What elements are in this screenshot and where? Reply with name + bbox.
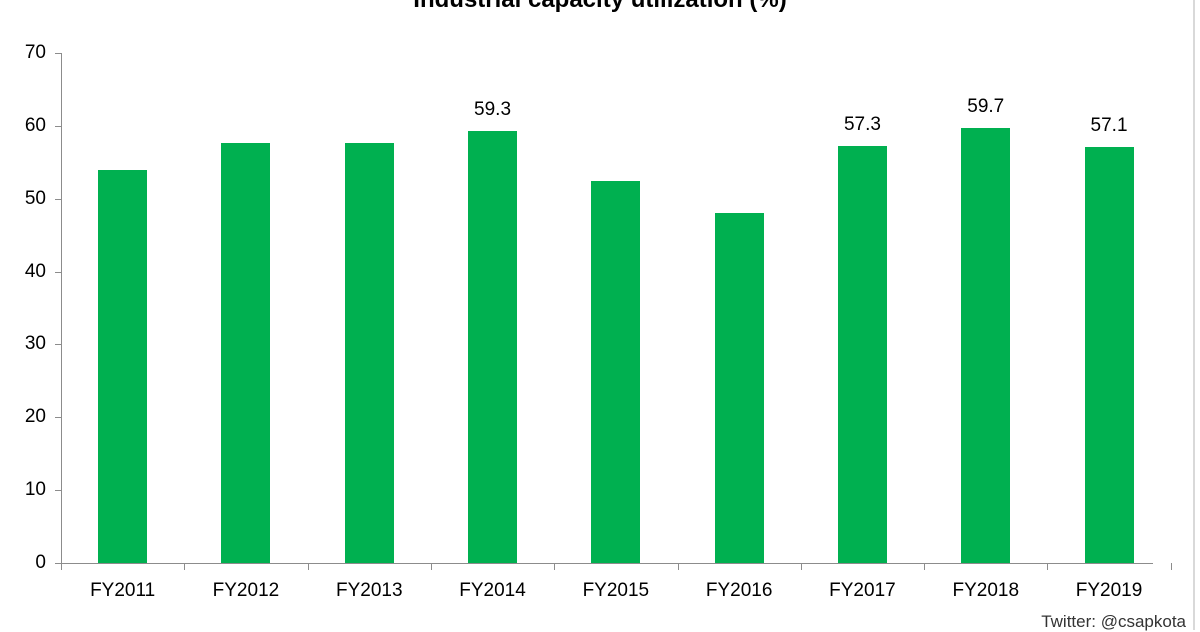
x-tick: [554, 563, 556, 570]
x-tick: [184, 563, 186, 570]
y-tick: [55, 198, 61, 200]
bar-fy2011: [98, 170, 148, 563]
x-tick-label: FY2011: [90, 580, 156, 601]
y-tick-label: 20: [24, 406, 46, 428]
y-tick-label: 60: [24, 114, 46, 136]
bar-fy2014: [468, 130, 518, 563]
x-tick: [1170, 563, 1172, 570]
x-tick-label: FY2013: [335, 580, 403, 601]
bar-fy2012: [221, 143, 271, 563]
y-tick-label: 0: [35, 552, 46, 573]
y-tick: [55, 271, 61, 273]
frame-border: [1193, 0, 1195, 630]
source-credit: Twitter: @csapkota: [1041, 612, 1186, 631]
y-tick-label: 40: [24, 260, 46, 282]
y-tick-label: 10: [24, 479, 46, 501]
bar-fy2013: [344, 143, 394, 563]
bar-fy2015: [591, 180, 641, 563]
x-tick-label: FY2019: [1075, 580, 1143, 601]
x-axis: [61, 563, 1153, 564]
x-tick: [677, 563, 679, 570]
x-tick: [924, 563, 926, 570]
chart-title: Industrial capacity utilization (%): [0, 0, 1200, 14]
data-label: 57.1: [1090, 114, 1128, 136]
x-tick-label: FY2018: [952, 580, 1020, 601]
y-tick: [55, 344, 61, 346]
x-tick-label: FY2016: [705, 580, 773, 601]
x-tick: [1047, 563, 1049, 570]
data-label: 59.3: [474, 98, 512, 120]
y-tick-label: 50: [24, 187, 46, 209]
bar-fy2017: [837, 145, 887, 563]
y-tick: [55, 417, 61, 419]
y-axis: [61, 53, 62, 564]
x-tick-label: FY2014: [459, 580, 526, 601]
x-tick-label: FY2017: [829, 580, 896, 601]
x-tick-label: FY2012: [212, 580, 280, 601]
y-tick: [55, 490, 61, 492]
bar-fy2016: [714, 212, 764, 563]
bar-fy2019: [1084, 146, 1134, 563]
x-tick-label: FY2015: [582, 580, 650, 601]
y-tick-label: 70: [24, 42, 46, 63]
y-tick: [55, 563, 61, 564]
data-label: 57.3: [843, 113, 881, 135]
x-tick: [307, 563, 309, 570]
bar-fy2018: [961, 128, 1011, 563]
y-tick-label: 30: [24, 333, 46, 355]
x-tick: [61, 563, 62, 570]
y-tick: [55, 53, 61, 54]
y-tick: [55, 125, 61, 127]
x-tick: [430, 563, 432, 570]
x-tick: [800, 563, 802, 570]
data-label: 59.7: [967, 96, 1005, 118]
